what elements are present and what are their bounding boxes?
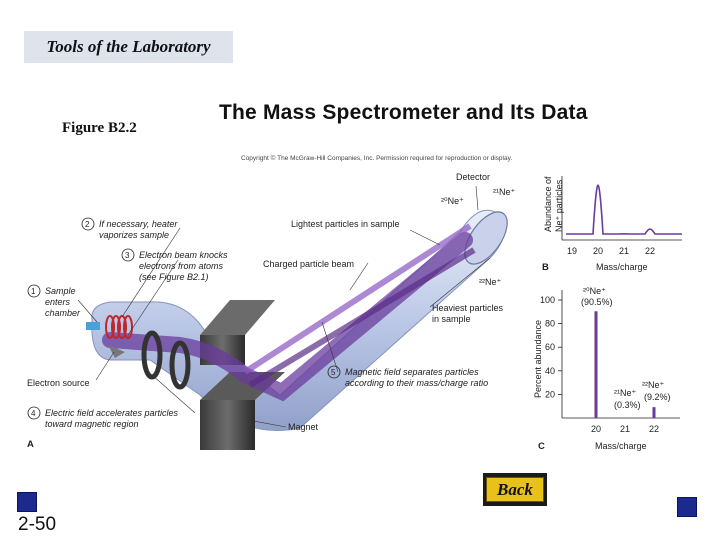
accelerator-plate-1 bbox=[141, 330, 163, 380]
next-slide-button[interactable] bbox=[677, 497, 697, 517]
chart-c-x-tick: 21 bbox=[620, 424, 630, 434]
chart-c-annotation-21-ion: ²¹Ne⁺ bbox=[614, 388, 636, 398]
step-3-number: 3 bbox=[125, 251, 130, 260]
figure-label: Figure B2.2 bbox=[62, 120, 137, 136]
chart-c-y-tick: 100 bbox=[540, 295, 555, 305]
chart-c-xlabel: Mass/charge bbox=[595, 441, 647, 451]
step-3-line-3: (see Figure B2.1) bbox=[139, 272, 209, 282]
charged-beam-label: Charged particle beam bbox=[263, 259, 354, 269]
panel-a-label: A bbox=[27, 439, 34, 450]
detector-label: Detector bbox=[456, 172, 490, 182]
magnet bbox=[200, 300, 275, 335]
sample-inlet bbox=[86, 322, 100, 330]
chart-c-annotation-22-value: (9.2%) bbox=[644, 392, 671, 402]
step-2: 2 If necessary, heater vaporizes sample bbox=[81, 217, 178, 240]
chart-c-annotation-21-value: (0.3%) bbox=[614, 400, 641, 410]
step-4-number: 4 bbox=[31, 409, 36, 418]
step-5-line-2: according to their mass/charge ratio bbox=[345, 378, 488, 388]
step-2-line-1: If necessary, heater bbox=[99, 219, 178, 229]
step-1-line-3: chamber bbox=[45, 308, 81, 318]
lightest-particles-label: Lightest particles in sample bbox=[291, 219, 400, 229]
step-4-line-2: toward magnetic region bbox=[45, 419, 139, 429]
step-3-line-2: electrons from atoms bbox=[139, 261, 224, 271]
apparatus bbox=[86, 209, 508, 450]
ion-20-label: ²⁰Ne⁺ bbox=[441, 196, 464, 206]
chart-b-x-tick: 20 bbox=[593, 246, 603, 256]
magnet-label: Magnet bbox=[288, 422, 319, 432]
chart-c-annotation-22-ion: ²²Ne⁺ bbox=[642, 380, 664, 390]
header-title: Tools of the Laboratory bbox=[46, 37, 211, 56]
step-4-line-1: Electric field accelerates particles bbox=[45, 408, 179, 418]
step-5-line-1: Magnetic field separates particles bbox=[345, 367, 479, 377]
chart-c-y-tick: 40 bbox=[545, 366, 555, 376]
chart-b-series-line bbox=[566, 184, 682, 235]
step-3: 3 Electron beam knocks electrons from at… bbox=[121, 248, 228, 282]
chart-b-x-tick: 21 bbox=[619, 246, 629, 256]
step-1-number: 1 bbox=[31, 287, 36, 296]
chart-c-y-tick: 60 bbox=[545, 342, 555, 352]
panel-b-label: B bbox=[542, 262, 549, 273]
chart-c-annotation-20-value: (90.5%) bbox=[581, 297, 613, 307]
chart-c-y-tick: 80 bbox=[545, 319, 555, 329]
chart-c-ylabel: Percent abundance bbox=[533, 320, 543, 398]
chart-b: Abundance of Ne⁺ particles Mass/charge B… bbox=[542, 176, 682, 273]
chart-c-annotation-20-ion: ²⁰Ne⁺ bbox=[583, 286, 606, 296]
electron-source-label: Electron source bbox=[27, 378, 90, 388]
step-4: 4 Electric field accelerates particles t… bbox=[27, 406, 179, 429]
step-1-line-2: enters bbox=[45, 297, 71, 307]
step-5-number: 5 bbox=[331, 368, 336, 377]
chart-c-x-tick: 20 bbox=[591, 424, 601, 434]
step-3-line-1: Electron beam knocks bbox=[139, 250, 228, 260]
ion-21-label: ²¹Ne⁺ bbox=[493, 187, 515, 197]
accelerator-plate-2 bbox=[169, 340, 191, 390]
electron-source bbox=[108, 345, 125, 358]
chart-b-x-tick: 22 bbox=[645, 246, 655, 256]
heater-coil bbox=[105, 315, 133, 339]
slide-title: The Mass Spectrometer and Its Data bbox=[219, 101, 588, 124]
chart-c: Percent abundance Mass/charge C 20 40 60 80… bbox=[533, 286, 680, 452]
step-2-number: 2 bbox=[85, 220, 90, 229]
panel-c-label: C bbox=[538, 441, 545, 452]
chart-b-x-tick: 19 bbox=[567, 246, 577, 256]
detector bbox=[464, 211, 508, 265]
chart-c-x-tick: 22 bbox=[649, 424, 659, 434]
step-2-line-2: vaporizes sample bbox=[99, 230, 169, 240]
heaviest-particles-label-1: Heaviest particles bbox=[432, 303, 504, 313]
step-5: 5 Magnetic field separates particles acc… bbox=[327, 365, 488, 388]
step-1: 1 Sample enters chamber bbox=[27, 284, 81, 318]
back-button[interactable]: Back bbox=[483, 473, 547, 506]
header-title-box: Tools of the Laboratory bbox=[24, 31, 233, 63]
previous-slide-button[interactable] bbox=[17, 492, 37, 512]
chart-b-ylabel-2: Ne⁺ particles bbox=[554, 179, 564, 232]
chart-b-ylabel-1: Abundance of bbox=[543, 176, 553, 232]
step-1-line-1: Sample bbox=[45, 286, 76, 296]
heaviest-particles-label-2: in sample bbox=[432, 314, 471, 324]
back-button-face[interactable]: Back bbox=[486, 477, 544, 502]
chart-c-y-tick: 20 bbox=[545, 389, 555, 399]
ion-22-label: ²²Ne⁺ bbox=[479, 277, 501, 287]
slide-number: 2-50 bbox=[18, 514, 57, 535]
copyright-notice: Copyright © The McGraw-Hill Companies, I… bbox=[241, 155, 513, 162]
back-button-label: Back bbox=[497, 479, 533, 499]
chart-b-xlabel: Mass/charge bbox=[596, 262, 648, 272]
